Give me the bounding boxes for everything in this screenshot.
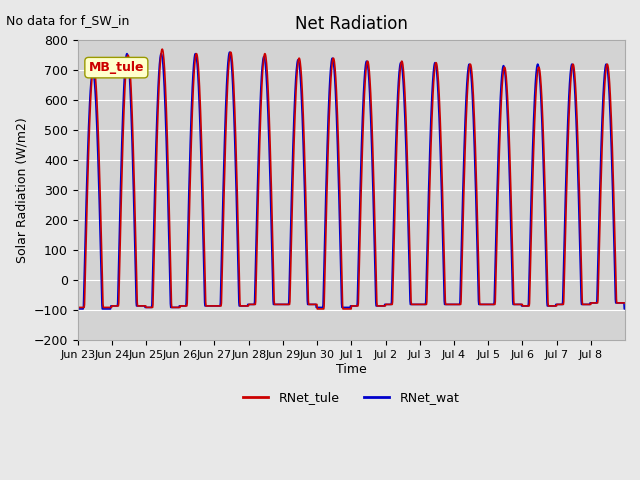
RNet_tule	[158, 46, 166, 52]
RNet_wat	[354, 272, 362, 278]
Legend: RNet_tule, RNet_wat: RNet_tule, RNet_wat	[238, 386, 464, 409]
RNet_tule	[621, 300, 629, 306]
Text: MB_tule: MB_tule	[88, 61, 144, 74]
RNet_tule	[84, 171, 92, 177]
RNet_tule	[587, 301, 595, 307]
RNet_tule	[172, 304, 180, 310]
RNet_tule	[74, 304, 81, 310]
Text: No data for f_SW_in: No data for f_SW_in	[6, 14, 130, 27]
RNet_wat	[586, 300, 594, 306]
RNet_tule	[322, 232, 330, 238]
RNet_wat	[621, 306, 629, 312]
RNet_wat	[84, 142, 92, 148]
Line: RNet_wat: RNet_wat	[77, 52, 625, 309]
Title: Net Radiation: Net Radiation	[295, 15, 408, 33]
X-axis label: Time: Time	[336, 363, 367, 376]
RNet_wat	[226, 49, 234, 55]
RNet_tule	[355, 300, 362, 306]
RNet_wat	[74, 306, 81, 312]
Y-axis label: Solar Radiation (W/m2): Solar Radiation (W/m2)	[15, 118, 28, 263]
RNet_wat	[322, 204, 330, 210]
RNet_tule	[314, 306, 321, 312]
Line: RNet_tule: RNet_tule	[77, 49, 625, 309]
RNet_tule	[452, 301, 460, 307]
RNet_wat	[451, 301, 459, 307]
RNet_wat	[172, 304, 179, 310]
